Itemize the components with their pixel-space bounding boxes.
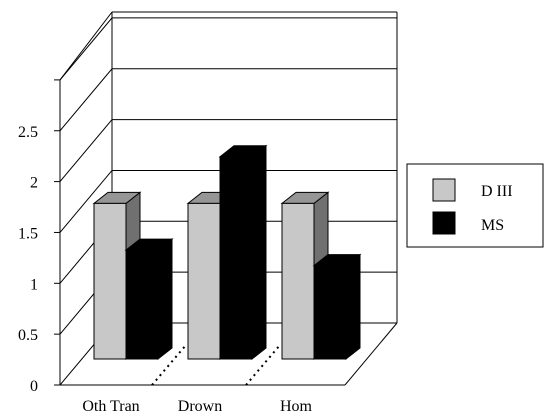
- bar-front-face: [125, 249, 159, 360]
- bar-0-1: [124, 238, 174, 361]
- gridline: [59, 169, 397, 233]
- x-tick-label: Oth Tran: [82, 398, 139, 415]
- y-tick-label: 1: [30, 276, 38, 293]
- legend-swatch-ms: [432, 211, 456, 235]
- bar-1-1: [218, 144, 268, 361]
- x-axis-labels: Oth Tran Drown Hom: [82, 398, 312, 415]
- legend-label-ms: MS: [481, 217, 504, 234]
- bar-front-face: [313, 265, 347, 360]
- legend-label-d3: D III: [481, 183, 513, 200]
- gridline: [59, 119, 397, 182]
- bar-side-face: [157, 238, 173, 361]
- gridline: [59, 17, 397, 81]
- floor-right-edge: [344, 322, 398, 386]
- y-tick-label: 0: [30, 378, 38, 395]
- left-wall-top-edge: [59, 11, 113, 81]
- legend-box: [406, 163, 544, 248]
- bar-front-face: [93, 202, 127, 360]
- category-separator: [245, 344, 281, 386]
- category-separator: [151, 344, 187, 386]
- category-separators: [151, 344, 281, 386]
- legend: D III MS: [406, 163, 544, 248]
- bar-front-face: [219, 156, 253, 360]
- y-tick-label: 2: [30, 175, 38, 192]
- gridline: [59, 68, 397, 132]
- y-tick-label: 1.5: [18, 225, 38, 242]
- bar-2-1: [312, 253, 362, 361]
- bar-side-face: [345, 253, 361, 361]
- bar-front-face: [187, 202, 221, 360]
- x-tick-label: Drown: [178, 398, 222, 415]
- bar-side-face: [251, 144, 267, 361]
- y-tick-label: 0.5: [18, 327, 38, 344]
- y-axis-ticks: 0 0.5 1 1.5 2 2.5: [18, 79, 60, 395]
- x-tick-label: Hom: [280, 398, 313, 415]
- bar-front-face: [281, 202, 315, 360]
- bars: [92, 144, 362, 361]
- legend-swatch-d3: [432, 178, 456, 202]
- y-tick-label: 2.5: [18, 124, 38, 141]
